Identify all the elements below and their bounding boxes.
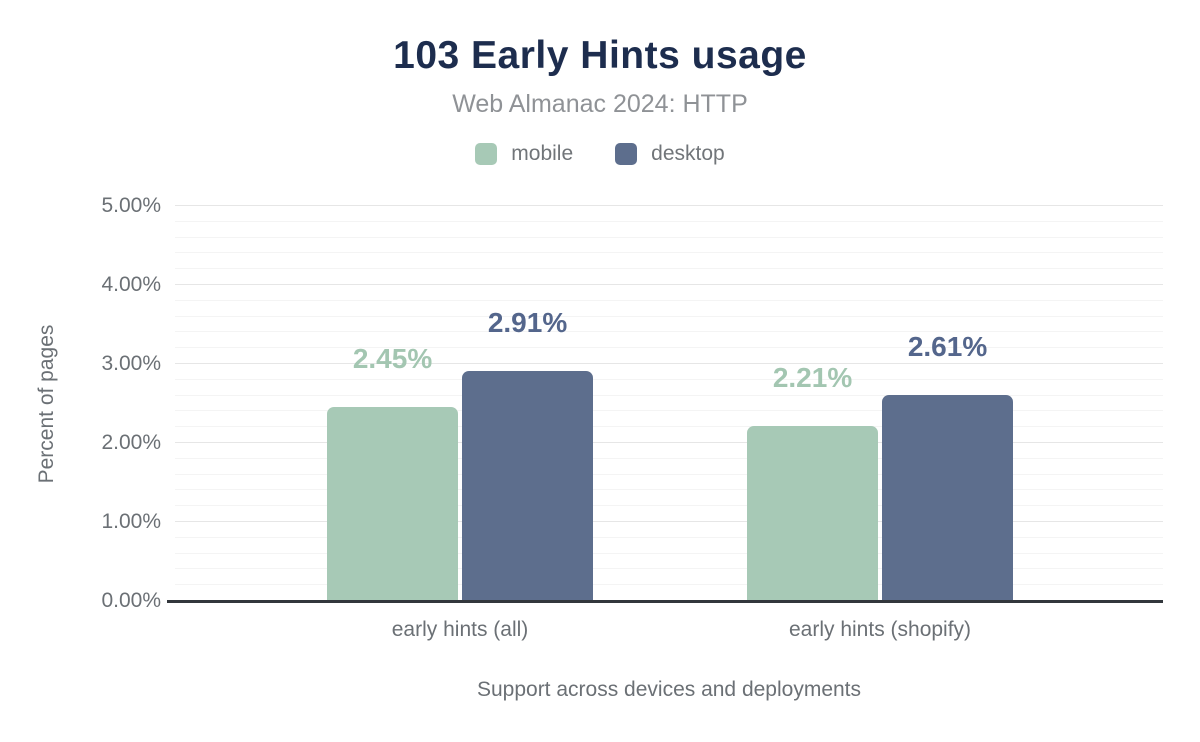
- y-tick-label: 0.00%: [101, 589, 161, 612]
- y-tick-label: 5.00%: [101, 194, 161, 217]
- gridline-minor: [175, 378, 1163, 380]
- y-tick-label: 2.00%: [101, 431, 161, 454]
- y-axis-title: Percent of pages: [35, 324, 58, 484]
- gridline-minor: [175, 331, 1163, 333]
- gridline-minor: [175, 410, 1163, 412]
- chart-subtitle: Web Almanac 2024: HTTP: [452, 90, 748, 118]
- chart-title: 103 Early Hints usage: [393, 34, 807, 77]
- gridline-major: [175, 284, 1163, 285]
- gridline-minor: [175, 568, 1163, 570]
- bar-desktop-1: [462, 371, 594, 601]
- gridline-minor: [175, 299, 1163, 301]
- x-category-label: early hints (all): [391, 618, 529, 641]
- gridline-minor: [175, 505, 1163, 507]
- bar-value-desktop-2: 2.61%: [907, 330, 988, 362]
- bar-mobile-2: [747, 426, 879, 601]
- legend-label-desktop: desktop: [651, 142, 725, 165]
- gridline-major: [175, 442, 1163, 443]
- gridline-major: [175, 521, 1163, 522]
- gridline-minor: [175, 347, 1163, 349]
- gridline-minor: [175, 252, 1163, 254]
- bar-value-desktop-1: 2.91%: [487, 307, 568, 339]
- legend-label-mobile: mobile: [511, 142, 574, 165]
- gridline-major: [175, 363, 1163, 364]
- bar-desktop-2: [882, 394, 1014, 601]
- bar-value-mobile-1: 2.45%: [352, 343, 433, 375]
- gridline-minor: [175, 584, 1163, 586]
- legend-item-mobile: mobile: [475, 142, 573, 166]
- gridline-minor: [175, 473, 1163, 475]
- gridline-minor: [175, 268, 1163, 270]
- gridline-minor: [175, 426, 1163, 428]
- legend: mobile desktop: [0, 142, 1200, 166]
- x-axis-title: Support across devices and deployments: [476, 678, 862, 701]
- desktop-series-swatch: [615, 143, 638, 165]
- y-tick-label: 1.00%: [101, 510, 161, 533]
- y-tick-label: 3.00%: [101, 352, 161, 375]
- gridline-minor: [175, 489, 1163, 491]
- x-axis-line: [167, 600, 1163, 603]
- mobile-series-swatch: [475, 143, 498, 165]
- x-category-label: early hints (shopify): [788, 618, 972, 641]
- gridline-minor: [175, 394, 1163, 396]
- gridline-minor: [175, 236, 1163, 238]
- gridline-major: [175, 205, 1163, 206]
- gridline-minor: [175, 315, 1163, 317]
- gridline-minor: [175, 552, 1163, 554]
- plot-area: 0.00% 1.00% 2.00% 3.00% 4.00% 5.00% 2.45% 2.91%…: [101, 194, 1163, 641]
- bar-mobile-1: [327, 407, 459, 601]
- gridline-minor: [175, 220, 1163, 222]
- gridline-minor: [175, 457, 1163, 459]
- bar-value-mobile-2: 2.21%: [772, 362, 853, 394]
- legend-item-desktop: desktop: [615, 142, 725, 166]
- gridline-minor: [175, 536, 1163, 538]
- y-tick-label: 4.00%: [101, 273, 161, 296]
